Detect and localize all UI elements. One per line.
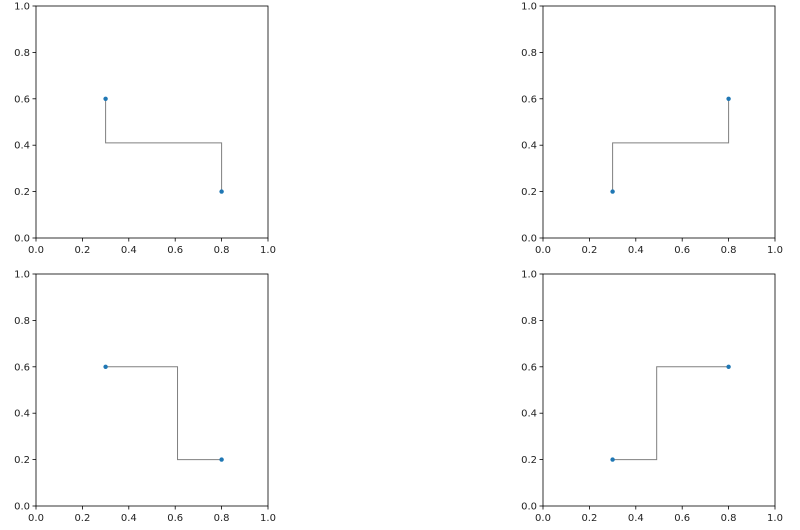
subplot-top-right: 0.0 0.2 0.4 0.6 0.8 1.0 0.0 0.2 0.4 0.6 0.8 1.0 — [521, 2, 783, 257]
y-tick-label: 1.0 — [521, 2, 537, 13]
x-tick-label: 0.2 — [74, 513, 90, 524]
subplot-bottom-left: 0.0 0.2 0.4 0.6 0.8 1.0 0.0 0.2 0.4 0.6 0.8 1.0 — [14, 270, 276, 525]
data-point — [219, 189, 224, 194]
x-tick-label: 0.8 — [721, 245, 737, 256]
y-tick-label: 0.2 — [521, 455, 537, 466]
y-tick-label: 0.2 — [521, 187, 537, 198]
y-tick-label: 1.0 — [14, 270, 30, 281]
y-tick-label: 0.6 — [521, 362, 537, 373]
axes-frame-top-left — [35, 5, 269, 239]
y-tick-label: 0.0 — [14, 234, 30, 245]
connector-line — [105, 98, 223, 192]
axes-frame-bottom-left — [35, 273, 269, 507]
data-point — [610, 189, 615, 194]
y-tick-label: 1.0 — [14, 2, 30, 13]
y-tick-label: 0.0 — [521, 234, 537, 245]
y-tick-label: 0.6 — [14, 94, 30, 105]
x-tick-label: 0.8 — [721, 513, 737, 524]
data-point — [726, 96, 731, 102]
x-tick-label: 0.6 — [674, 513, 690, 524]
y-tick-label: 0.4 — [521, 409, 537, 420]
y-tick-label: 0.6 — [14, 362, 30, 373]
data-point — [726, 364, 731, 369]
data-point — [103, 364, 108, 369]
x-tick-label: 0.4 — [628, 513, 644, 524]
y-tick-label: 0.8 — [521, 316, 537, 327]
x-tick-label: 0.8 — [214, 513, 230, 524]
y-tick-label: 0.2 — [14, 187, 30, 198]
x-tick-label: 0.8 — [214, 245, 230, 256]
x-tick-label: 1.0 — [767, 513, 783, 524]
x-tick-label: 0.0 — [28, 245, 44, 256]
subplot-bottom-right: 0.0 0.2 0.4 0.6 0.8 1.0 0.0 0.2 0.4 0.6 0.8 1.0 — [521, 270, 783, 525]
y-tick-label: 0.0 — [521, 502, 537, 513]
x-tick-label: 0.4 — [121, 245, 137, 256]
x-tick-label: 0.6 — [167, 513, 183, 524]
connector-line — [105, 366, 222, 461]
x-tick-label: 0.6 — [674, 245, 690, 256]
connector-line — [612, 98, 730, 192]
y-tick-label: 0.8 — [521, 48, 537, 59]
axes-frame-bottom-right — [542, 273, 776, 507]
x-tick-label: 1.0 — [260, 513, 276, 524]
data-point — [219, 457, 224, 462]
y-tick-label: 1.0 — [521, 270, 537, 281]
axes-frame-top-right — [542, 5, 776, 239]
data-point — [610, 457, 615, 462]
x-tick-label: 0.0 — [535, 513, 551, 524]
x-tick-label: 1.0 — [260, 245, 276, 256]
y-tick-label: 0.4 — [14, 409, 30, 420]
x-tick-label: 0.0 — [28, 513, 44, 524]
x-tick-label: 0.4 — [628, 245, 644, 256]
x-tick-label: 0.2 — [74, 245, 90, 256]
subplot-top-left: 0.0 0.2 0.4 0.6 0.8 1.0 0.0 0.2 0.4 0.6 0.8 1.0 — [14, 2, 276, 257]
x-tick-label: 1.0 — [767, 245, 783, 256]
y-tick-label: 0.8 — [14, 48, 30, 59]
connector-line — [612, 366, 729, 461]
y-tick-label: 0.2 — [14, 455, 30, 466]
y-tick-label: 0.4 — [14, 141, 30, 152]
data-point — [103, 96, 108, 102]
x-tick-label: 0.0 — [535, 245, 551, 256]
y-tick-label: 0.6 — [521, 94, 537, 105]
y-tick-label: 0.4 — [521, 141, 537, 152]
x-tick-label: 0.4 — [121, 513, 137, 524]
y-tick-label: 0.8 — [14, 316, 30, 327]
x-tick-label: 0.2 — [581, 245, 597, 256]
x-tick-label: 0.2 — [581, 513, 597, 524]
y-tick-label: 0.0 — [14, 502, 30, 513]
x-tick-label: 0.6 — [167, 245, 183, 256]
